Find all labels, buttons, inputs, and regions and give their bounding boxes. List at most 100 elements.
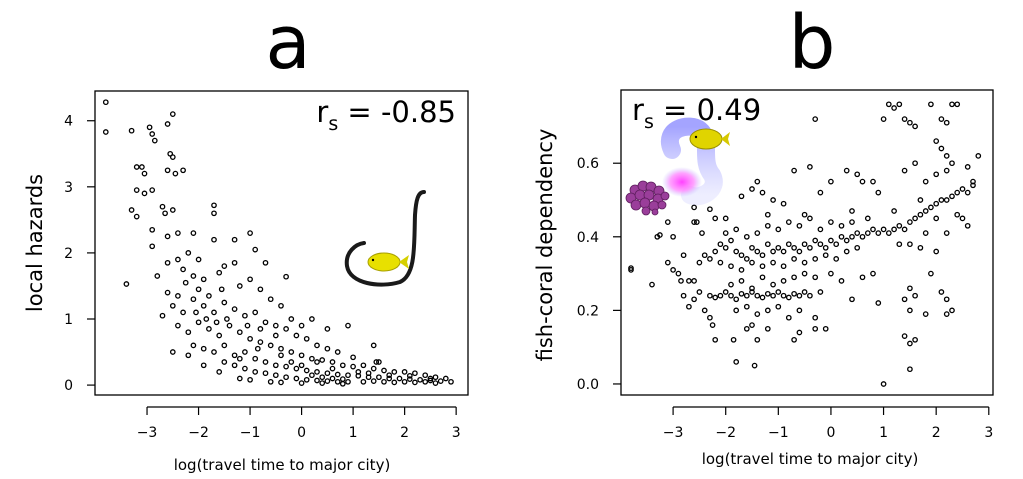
data-point	[324, 345, 331, 352]
data-point	[933, 138, 940, 144]
data-point	[817, 226, 824, 233]
data-point	[628, 265, 634, 271]
data-point	[247, 230, 253, 236]
data-point	[791, 336, 797, 343]
data-point	[195, 319, 202, 326]
data-point	[180, 167, 186, 174]
data-point	[680, 252, 687, 259]
data-point	[754, 178, 761, 185]
y-tick-label: 0.0	[577, 377, 599, 393]
panel-b: b −3 −2 −1 0 1 2 3 0.0 0.2 0.4 0.6 log(travel time…	[533, 0, 994, 468]
data-point	[822, 244, 829, 251]
data-point	[833, 241, 840, 248]
y-tick-label: 3	[64, 180, 73, 196]
data-point	[849, 233, 855, 240]
data-point	[907, 366, 913, 373]
data-point	[954, 101, 961, 108]
data-point	[190, 296, 197, 303]
data-point	[907, 119, 913, 126]
data-point	[759, 189, 766, 196]
data-point	[242, 312, 248, 319]
y-axis-label-b: fish-coral dependency	[533, 129, 557, 362]
data-point	[859, 233, 866, 240]
y-axis-label-a: local hazards	[23, 174, 47, 312]
yellow-fish-icon	[689, 128, 723, 150]
data-point	[817, 189, 824, 196]
data-point	[812, 116, 819, 122]
x-tick-label: 1	[879, 425, 888, 441]
data-point	[298, 352, 305, 359]
data-point	[236, 375, 243, 382]
data-point	[743, 325, 750, 332]
data-point	[211, 349, 217, 355]
data-point	[417, 376, 423, 383]
data-point	[200, 362, 207, 369]
data-point	[733, 226, 740, 233]
data-point	[749, 186, 755, 192]
data-point	[896, 222, 903, 229]
data-point	[712, 248, 719, 255]
y-tick-label: 0.4	[577, 230, 599, 246]
data-point	[730, 336, 737, 343]
data-point	[770, 292, 776, 299]
data-point	[151, 137, 158, 144]
data-point	[298, 380, 305, 386]
data-point	[907, 340, 913, 347]
data-point	[801, 241, 808, 248]
data-point	[738, 278, 745, 284]
data-point	[891, 208, 897, 214]
data-point	[213, 319, 220, 326]
data-point	[943, 311, 950, 317]
x-tick-label: −2	[188, 425, 209, 441]
axis-ticks-a: −3 −2 −1 0 1 2 3 0 1 2 3 4	[64, 114, 461, 441]
data-point	[242, 365, 248, 372]
data-point	[796, 248, 803, 255]
data-point	[709, 322, 716, 328]
data-point	[406, 376, 413, 382]
data-point	[843, 167, 850, 174]
data-point	[391, 379, 398, 386]
data-point	[123, 281, 130, 287]
data-point	[293, 365, 300, 372]
data-point	[759, 294, 766, 301]
data-point	[360, 378, 367, 385]
data-point	[728, 281, 734, 288]
data-point	[231, 352, 238, 359]
data-point	[717, 241, 724, 248]
data-point	[185, 352, 192, 359]
data-point	[717, 259, 724, 266]
data-point	[175, 256, 181, 263]
data-point	[785, 294, 792, 301]
data-point	[770, 248, 776, 255]
data-point	[780, 292, 787, 299]
data-point	[964, 222, 971, 229]
data-point	[211, 202, 217, 209]
data-point	[309, 355, 315, 362]
data-point	[345, 322, 351, 329]
data-point	[231, 306, 238, 312]
scatter-points-b	[628, 101, 982, 387]
data-point	[722, 215, 729, 222]
data-point	[149, 243, 156, 250]
data-point	[164, 259, 171, 266]
data-point	[849, 296, 855, 303]
data-point	[262, 319, 269, 326]
data-point	[954, 211, 961, 218]
data-point	[339, 362, 346, 369]
data-point	[922, 208, 929, 214]
data-point	[754, 230, 761, 236]
data-point	[370, 378, 377, 384]
data-point	[807, 244, 813, 251]
correlation-annotation-b: rs = 0.49	[632, 93, 761, 133]
data-point	[933, 248, 940, 255]
data-point	[896, 241, 903, 248]
data-point	[896, 101, 903, 108]
x-axis-label-a: log(travel time to major city)	[174, 456, 391, 474]
data-point	[875, 300, 882, 306]
data-point	[828, 237, 834, 244]
data-point	[743, 292, 750, 299]
data-point	[843, 237, 850, 244]
data-point	[329, 359, 336, 365]
data-point	[211, 210, 217, 217]
